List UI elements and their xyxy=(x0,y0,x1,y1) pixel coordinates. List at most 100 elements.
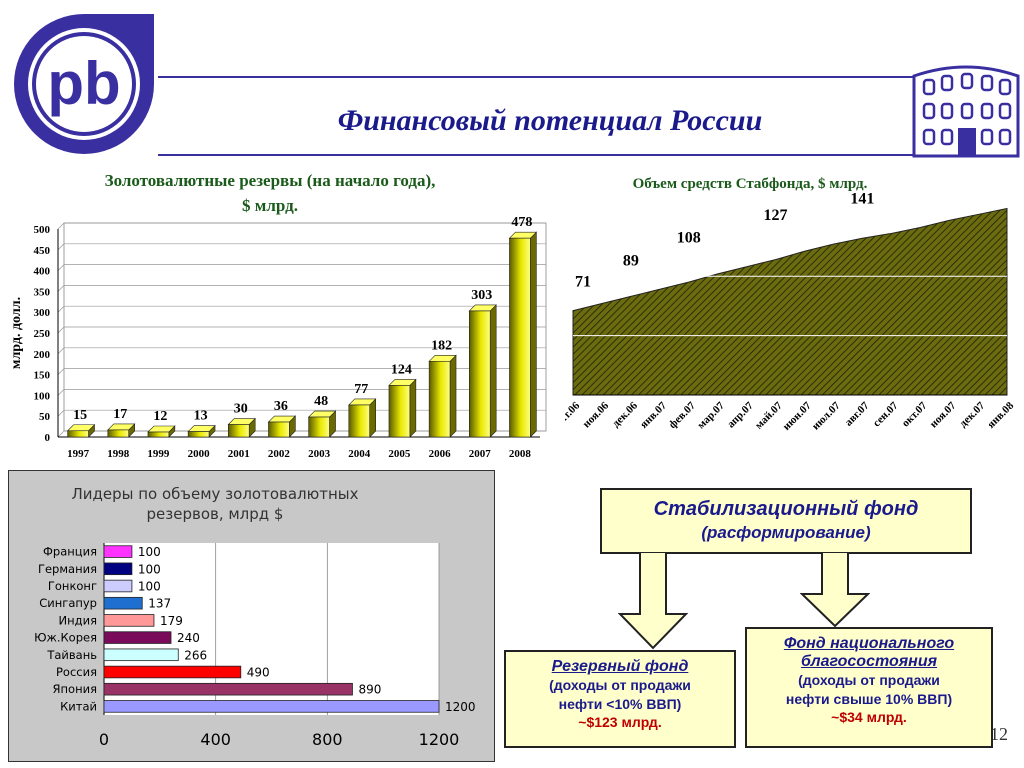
gridline xyxy=(57,326,65,334)
x-tick-label: 2000 xyxy=(188,448,211,460)
bar-side xyxy=(530,231,537,438)
gridline xyxy=(57,347,65,355)
x-tick-label: янв.08 xyxy=(985,399,1016,430)
x-tick-label: 1999 xyxy=(147,448,170,460)
y-tick-label: 450 xyxy=(34,245,51,257)
arrow-down-icon xyxy=(800,552,870,628)
leaders-bar-chart: Лидеры по объему золотовалютных резервов,… xyxy=(34,485,475,749)
page-title: Финансовый потенциал России xyxy=(337,104,763,137)
nwf-line2: нефти свыше 10% ВВП) xyxy=(785,691,953,707)
x-tick-label: дек.06 xyxy=(610,399,640,429)
reserve-fund-box: Резервный фонд (доходы от продажи нефти … xyxy=(504,650,736,748)
y-tick-label: 500 xyxy=(34,224,51,236)
header-rule-top xyxy=(158,76,914,78)
x-tick-label: ноя.07 xyxy=(928,399,959,430)
nwf-title-line2: благосостояния xyxy=(800,653,938,670)
y-tick-label: 200 xyxy=(34,349,51,361)
data-label: 137 xyxy=(148,597,171,611)
y-tick-label: Сингапур xyxy=(39,596,97,610)
leaders-panel: Лидеры по объему золотовалютных резервов,… xyxy=(8,470,495,762)
bar xyxy=(187,431,210,438)
bar-side xyxy=(409,378,417,438)
reserve-fund-title: Резервный фонд xyxy=(551,658,689,675)
pb-logo: pb xyxy=(14,14,154,154)
gridline xyxy=(57,430,65,438)
x-tick-label: 800 xyxy=(312,730,343,749)
gridline xyxy=(57,305,65,313)
data-label: 17 xyxy=(113,407,127,422)
bar xyxy=(428,360,451,438)
x-tick-label: апр.07 xyxy=(725,399,756,430)
data-label: 12 xyxy=(153,409,167,424)
gridline xyxy=(57,285,65,292)
data-label: 89 xyxy=(623,252,639,269)
x-tick-label: май.07 xyxy=(753,399,785,431)
bar xyxy=(107,429,129,438)
x-tick-label: июл.07 xyxy=(810,399,843,432)
x-tick-label: 2003 xyxy=(308,448,331,460)
nwf-amount: ~$34 млрд. xyxy=(831,709,907,725)
bar xyxy=(509,237,531,438)
reserves-bar-chart: 0 50 100 150 200 250 300 350 400 450 500 млрд. долл… xyxy=(9,215,547,460)
gridline xyxy=(57,243,65,251)
data-label: 100 xyxy=(138,562,161,576)
y-tick-label: Китай xyxy=(60,699,97,713)
bar xyxy=(103,596,143,610)
x-tick-label: окт.06 xyxy=(565,399,583,429)
bar xyxy=(147,431,170,438)
x-tick-label: 2004 xyxy=(348,448,371,460)
y-tick-label: Япония xyxy=(53,682,97,696)
bar xyxy=(103,682,353,696)
x-tick-label: дек.07 xyxy=(957,399,987,429)
y-tick-label: 150 xyxy=(34,370,51,382)
x-tick-label: ноя.06 xyxy=(580,399,611,430)
data-label: 303 xyxy=(471,288,492,303)
y-tick-label: 300 xyxy=(34,307,51,319)
bar xyxy=(103,545,133,558)
bar xyxy=(103,700,440,713)
leaders-chart-title-line2: резервов, млрд $ xyxy=(147,505,284,523)
data-label: 71 xyxy=(575,274,591,291)
stab-fund-title: Стабилизационный фонд xyxy=(653,498,919,520)
reserves-title-line1: Золотовалютные резервы (на начало года), xyxy=(104,171,436,190)
x-tick-label: 2001 xyxy=(228,448,250,460)
bar xyxy=(348,404,370,438)
x-tick-label: 1997 xyxy=(67,448,90,460)
data-label: 182 xyxy=(431,338,452,353)
arrow-down-icon xyxy=(618,552,688,650)
header-rule-bottom xyxy=(158,154,914,156)
y-tick-label: Германия xyxy=(38,562,97,576)
bar xyxy=(103,614,155,627)
data-label: 13 xyxy=(194,409,208,424)
bar xyxy=(67,430,89,438)
gridline xyxy=(57,389,65,396)
gridline xyxy=(57,368,65,375)
x-tick-label: 400 xyxy=(200,730,231,749)
x-tick-label: 2008 xyxy=(509,448,532,460)
data-label: 890 xyxy=(358,683,381,697)
x-tick-label: 2005 xyxy=(388,448,411,460)
y-tick-label: Гонконг xyxy=(48,579,97,593)
bar-side xyxy=(369,398,376,438)
x-tick-label: 1998 xyxy=(107,448,130,460)
y-tick-label: 400 xyxy=(34,266,51,278)
x-tick-label: 0 xyxy=(99,730,109,749)
reserve-fund-line2: нефти <10% ВВП) xyxy=(558,696,682,712)
y-tick-label: 50 xyxy=(39,411,51,423)
nwf-box: Фонд национального благосостояния (доход… xyxy=(745,627,993,748)
data-label: 157 xyxy=(969,185,993,189)
x-tick-label: июн.07 xyxy=(781,399,814,432)
bar xyxy=(469,310,491,438)
y-tick-label: 250 xyxy=(34,328,51,340)
data-label: 77 xyxy=(354,382,368,397)
y-tick-label: Россия xyxy=(56,665,97,679)
y-tick-label: Тайвань xyxy=(46,648,97,662)
y-tick-label: Юж.Корея xyxy=(34,631,97,645)
bar xyxy=(268,421,290,438)
x-tick-label: фев.07 xyxy=(667,399,699,431)
stab-fund-box: Стабилизационный фонд (расформирование) xyxy=(600,488,972,554)
data-label: 179 xyxy=(160,614,183,628)
area-series xyxy=(572,207,1008,396)
stabfund-area-chart: 71 89 108 127 141 157 окт.06ноя.06дек.06янв.07… xyxy=(565,185,1017,433)
data-label: 127 xyxy=(764,207,788,224)
